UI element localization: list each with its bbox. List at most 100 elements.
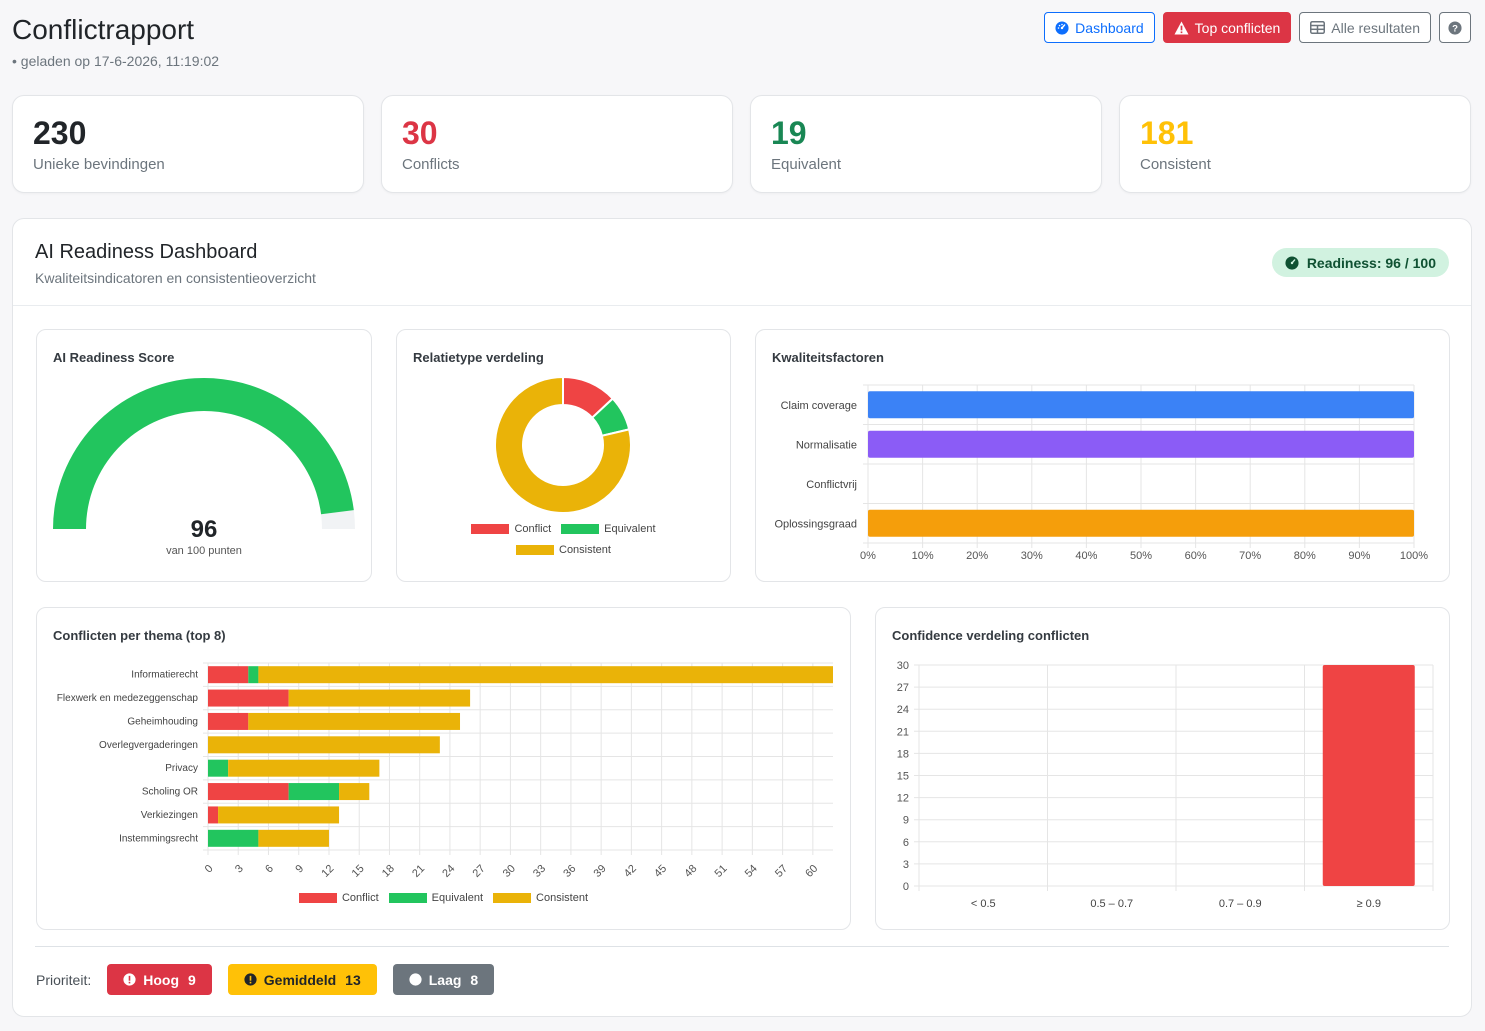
priority-mid-badge[interactable]: Gemiddeld 13 — [227, 964, 377, 995]
stat-card-consistent: 181 Consistent — [1119, 95, 1471, 193]
exclamation-circle-icon — [244, 973, 257, 986]
x-tick-label: 57 — [773, 863, 790, 878]
y-tick-label: 12 — [897, 793, 909, 805]
legend-equivalent: Equivalent — [388, 892, 483, 904]
y-tick-label: Overlegvergaderingen — [99, 740, 198, 751]
dashboard-button[interactable]: Dashboard — [1044, 12, 1155, 43]
circle-icon — [409, 973, 422, 986]
stat-card-equivalent: 19 Equivalent — [750, 95, 1102, 193]
y-tick-label: 6 — [903, 837, 909, 849]
y-tick-label: Instemmingsrecht — [119, 833, 198, 844]
help-button[interactable]: ? — [1439, 12, 1471, 43]
bar-segment-consistent — [208, 736, 440, 754]
y-tick-label: 18 — [897, 748, 909, 760]
x-tick-label: 0% — [860, 550, 876, 562]
bar-segment-consistent — [339, 783, 370, 801]
x-tick-label: 12 — [319, 863, 336, 878]
y-tick-label: 3 — [903, 859, 909, 871]
themes-chart: 0 3 6 9 12 15 18 21 24 27 30 33 36 39 42 45 48 51 54 57 60In… — [57, 662, 834, 878]
exclamation-circle-icon — [123, 973, 136, 986]
gauge-chart — [53, 377, 355, 529]
x-tick-label: 42 — [622, 863, 639, 878]
x-tick-label: 0.5 – 0.7 — [1090, 898, 1133, 910]
panel-subtitle: Kwaliteitsindicatoren en consistentieove… — [35, 270, 316, 286]
gauge-score: 96 — [190, 516, 218, 543]
question-icon: ? — [1448, 20, 1462, 35]
page-title: Conflictrapport — [12, 14, 195, 45]
donut-title: Relatietype verdeling — [413, 350, 544, 365]
priority-separator — [35, 946, 1449, 947]
y-tick-label: Flexwerk en medezeggenschap — [57, 693, 199, 704]
confidence-chart: 0 3 6 9 12 15 18 21 24 27 30 < 0.5 0.5 – 0.7 0.7 – 0.… — [897, 660, 1434, 910]
bar-segment-conflict — [208, 666, 249, 684]
x-tick-label: 60% — [1185, 550, 1207, 562]
legend-equivalent: Equivalent — [561, 523, 656, 535]
x-tick-label: 45 — [652, 863, 669, 878]
y-tick-label: Geheimhouding — [127, 716, 198, 727]
bar-segment-consistent — [288, 689, 471, 707]
themes-legend: Conflict Equivalent Consistent — [37, 892, 850, 904]
table-icon — [1310, 21, 1326, 34]
stat-value: 30 — [402, 115, 438, 151]
x-tick-label: 51 — [713, 863, 730, 878]
y-tick-label: Scholing OR — [142, 787, 198, 798]
x-tick-label: 30 — [501, 863, 518, 878]
readiness-badge: Readiness: 96 / 100 — [1271, 248, 1449, 277]
bar-segment-conflict — [208, 689, 289, 707]
stat-value: 19 — [771, 115, 807, 151]
dashboard-button-label: Dashboard — [1075, 19, 1144, 36]
y-tick-label: Informatierecht — [131, 670, 198, 681]
all-results-label: Alle resultaten — [1331, 19, 1420, 36]
x-tick-label: 20% — [966, 550, 988, 562]
gauge-max: van 100 punten — [166, 545, 242, 557]
priority-high-badge[interactable]: Hoog 9 — [107, 964, 212, 995]
priority-high-label: Hoog — [143, 971, 179, 988]
legend-conflict: Conflict — [298, 892, 379, 904]
all-results-button[interactable]: Alle resultaten — [1299, 12, 1431, 43]
stat-value: 181 — [1140, 115, 1194, 151]
bar-segment-conflict — [208, 806, 219, 824]
priority-row: Prioriteit: Hoog 9 Gemiddeld 13 Laag 8 — [36, 964, 495, 995]
donut-chart — [494, 375, 632, 514]
y-tick-label: Oplossingsgraad — [774, 518, 857, 530]
confidence-title: Confidence verdeling conflicten — [892, 628, 1090, 643]
bar-segment-equivalent — [288, 783, 340, 801]
x-tick-label: 6 — [263, 863, 276, 876]
y-tick-label: Normalisatie — [796, 439, 857, 451]
bar-segment-equivalent — [248, 666, 259, 684]
stat-label: Conflicts — [402, 156, 460, 173]
x-tick-label: 3 — [233, 863, 246, 876]
themes-title: Conflicten per thema (top 8) — [53, 628, 226, 643]
confidence-bar — [1322, 665, 1415, 886]
bar-segment-consistent — [258, 829, 329, 847]
y-tick-label: 30 — [897, 660, 909, 672]
readiness-text: Readiness: 96 / 100 — [1306, 254, 1436, 271]
x-tick-label: 60 — [803, 863, 820, 878]
x-tick-label: 0 — [203, 863, 216, 876]
y-tick-label: Claim coverage — [781, 400, 857, 412]
gauge-title: AI Readiness Score — [53, 350, 175, 365]
stat-card-conflicts: 30 Conflicts — [381, 95, 733, 193]
top-conflicts-button[interactable]: Top conflicten — [1162, 12, 1292, 43]
stat-card-unique: 230 Unieke bevindingen — [12, 95, 364, 193]
bar-segment-consistent — [218, 806, 340, 824]
y-tick-label: 15 — [897, 771, 909, 783]
priority-low-badge[interactable]: Laag 8 — [392, 964, 495, 995]
x-tick-label: 50% — [1130, 550, 1152, 562]
x-tick-label: 33 — [531, 863, 548, 878]
ai-readiness-panel: AI Readiness Dashboard Kwaliteitsindicat… — [12, 218, 1472, 1017]
priority-high-count: 9 — [188, 971, 196, 988]
x-tick-label: 24 — [440, 863, 457, 878]
bar-claim-coverage — [868, 391, 1414, 419]
y-tick-label: 21 — [897, 726, 909, 738]
x-tick-label: 36 — [561, 863, 578, 878]
x-tick-label: 18 — [380, 863, 397, 878]
x-tick-label: 39 — [592, 863, 609, 878]
themes-card: Conflicten per thema (top 8) 0 3 6 9 12 15 18 2… — [36, 607, 851, 930]
x-tick-label: 9 — [293, 863, 306, 876]
x-tick-label: 0.7 – 0.9 — [1219, 898, 1262, 910]
x-tick-label: 10% — [912, 550, 934, 562]
bar-segment-consistent — [258, 666, 834, 684]
stat-label: Unieke bevindingen — [33, 156, 165, 173]
y-tick-label: Verkiezingen — [141, 810, 198, 821]
